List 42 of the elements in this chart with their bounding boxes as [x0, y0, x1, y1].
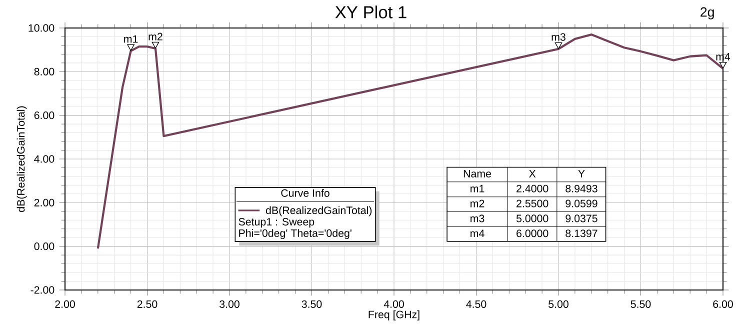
- annotation: m3: [552, 33, 566, 41]
- x-axis-title: Freq [GHz]: [368, 310, 420, 320]
- legend-label: dB(RealizedGainTotal): [266, 206, 372, 216]
- annotation: m4: [470, 230, 484, 238]
- y-tick-label: 6.00: [34, 112, 54, 120]
- x-tick-label: 6.00: [713, 300, 733, 308]
- annotation: 2.5500: [516, 200, 548, 208]
- x-tick-label: 3.00: [220, 300, 240, 308]
- x-tick-label: 4.50: [466, 300, 486, 308]
- text: 2g: [700, 7, 714, 20]
- y-tick-label: 4.00: [34, 155, 54, 163]
- annotation: m3: [470, 214, 484, 222]
- x-tick-label: 2.00: [55, 300, 75, 308]
- annotation: 9.0375: [566, 214, 598, 222]
- annotation: Y: [578, 170, 585, 178]
- annotation: 8.1397: [566, 230, 598, 238]
- x-tick-label: 5.50: [630, 300, 651, 308]
- y-tick-label: -2.00: [30, 286, 54, 294]
- annotation: 6.0000: [516, 230, 548, 238]
- y-axis-title: dB(RealizedGainTotal): [16, 106, 27, 212]
- annotation: Setup1 : Sweep: [238, 218, 314, 228]
- annotation: Phi='0deg' Theta='0deg': [239, 229, 352, 240]
- y-tick-label: 0.00: [34, 242, 54, 250]
- x-tick-label: 3.50: [302, 300, 322, 308]
- annotation: m1: [124, 35, 138, 43]
- annotation: m2: [148, 32, 162, 40]
- legend-title: Curve Info: [281, 189, 330, 197]
- y-tick-label: 2.00: [34, 198, 54, 206]
- annotation: 5.0000: [516, 214, 548, 222]
- annotation: 8.9493: [566, 184, 598, 192]
- annotation: 9.0599: [566, 200, 598, 208]
- x-tick-label: 2.50: [137, 300, 158, 308]
- x-tick-label: 5.00: [548, 300, 568, 308]
- chart-title: XY Plot 1: [335, 6, 406, 18]
- x-tick-label: 4.00: [384, 300, 404, 308]
- annotation: m1: [470, 184, 484, 192]
- y-tick-label: 10.00: [28, 24, 54, 32]
- y-tick-label: 8.00: [34, 68, 54, 76]
- annotation: 2.4000: [516, 184, 548, 192]
- annotation: X: [529, 170, 536, 178]
- annotation: Name: [464, 170, 492, 178]
- annotation: m2: [470, 200, 484, 208]
